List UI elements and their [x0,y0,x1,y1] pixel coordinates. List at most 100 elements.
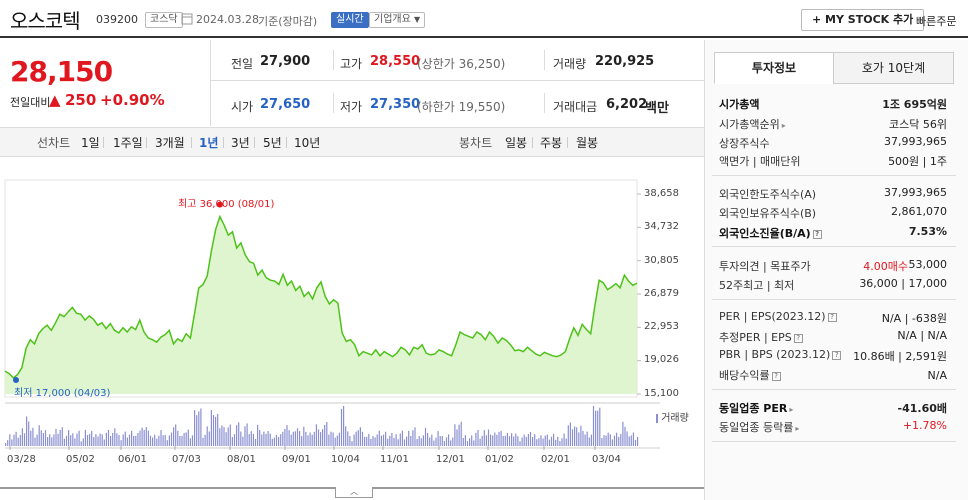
volume-bar [204,434,206,446]
collapse-chevron-icon[interactable]: ︿ [335,487,373,498]
volume-bar [546,434,548,446]
volume-bar [44,430,47,446]
industry-change-value: +1.78% [902,419,947,432]
tab-5y[interactable]: 5년 [263,136,282,150]
price-area [5,216,637,394]
volume-bar [372,436,374,446]
tab-monthly[interactable]: 월봉 [576,136,599,150]
volume-bar [632,432,634,446]
volume-bar [15,431,17,446]
volume-bar [634,439,637,446]
volume-bar [139,430,141,446]
volume-bar [181,435,183,446]
tab-orderbook[interactable]: 호가 10단계 [833,52,954,84]
help-icon[interactable]: ? [771,371,781,381]
help-icon[interactable]: ? [832,350,842,360]
open-value: 27,650 [260,97,311,112]
volume-bar [101,434,103,446]
low-label: 저가 [340,100,363,114]
divider [333,50,334,70]
tab-1d[interactable]: 1일 [81,136,100,150]
foreign-limit-label: 외국인한도주식수(A) [719,188,817,201]
x-tick-label: 09/01 [282,454,311,465]
volume-bar [105,432,107,446]
volume-bar [504,435,506,446]
divider [544,50,545,70]
volume-bar [345,426,347,446]
volume-bar [433,440,435,446]
foreign-holdings-label: 외국인보유주식수(B) [719,207,817,220]
target-price-value: 53,000 [908,258,948,271]
volume-bar [595,410,597,446]
volume-bar [592,406,595,446]
volume-bar [57,433,59,446]
volume-bar [126,437,128,446]
volume-bar [332,432,334,446]
industry-change-label[interactable]: 동일업종 등락률 ▸ [719,419,799,435]
tab-1w[interactable]: 1주일 [113,136,143,150]
volume-bar [418,436,420,446]
y-tick-label: 15,100 [644,388,679,399]
volume-bar [55,428,57,446]
volume-bar [571,429,574,446]
market-cap-rank-label[interactable]: 시가총액순위 ▸ [719,116,786,132]
volume-bar [441,436,443,446]
volume-bar [326,422,328,446]
volume-bar [198,411,200,446]
volume-bar [466,441,469,446]
volume-bar [231,437,233,446]
volume-bar [607,432,609,446]
volume-bar [420,438,422,446]
price-chart[interactable] [0,160,704,500]
tab-3y[interactable]: 3년 [231,136,250,150]
tab-daily[interactable]: 일봉 [505,136,528,150]
industry-per-label[interactable]: 동일업종 PER ▸ [719,400,793,416]
volume-bar [477,429,479,446]
company-overview-dropdown[interactable]: 기업개요 ▼ [369,12,426,28]
par-value-value: 500원 | 1주 [888,155,947,168]
realtime-badge[interactable]: 실시간 [331,12,369,28]
volume-bar [611,439,613,446]
volume-bar [110,435,112,446]
volume-bar [448,434,450,446]
volume-bar [481,435,483,446]
volume-bar [217,413,219,446]
market-cap-value: 1조 695억원 [882,98,947,111]
pbr-bps-value: 10.86배 | 2,591원 [853,350,947,363]
volume-bar [17,437,19,446]
volume-bar [563,433,565,446]
volume-bar [273,437,275,446]
volume-bar [576,427,578,446]
divider [146,137,147,148]
volume-bar [439,436,441,446]
volume-bar [630,435,632,446]
add-my-stock-button[interactable]: + MY STOCK 추가 [801,9,925,31]
quick-order-link[interactable]: 빠른주문 [916,15,957,28]
period-tab-bar [0,127,704,157]
volume-bar [359,427,361,446]
tab-invest-info[interactable]: 투자정보 [714,52,834,84]
volume-bar [107,429,110,446]
tab-10y[interactable]: 10년 [294,136,321,150]
volume-bar [513,436,515,446]
volume-bar [116,433,118,446]
listed-shares-value: 37,993,965 [884,135,947,148]
volume-bar [311,434,313,446]
help-icon[interactable]: ? [827,312,837,322]
volume-bar [437,431,439,446]
y-tick-label: 26,879 [644,288,679,299]
volume-bar [156,438,158,446]
tab-3m[interactable]: 3개월 [155,136,185,150]
volume-bar [599,407,601,446]
tab-weekly[interactable]: 주봉 [540,136,563,150]
volume-bar [86,435,89,446]
foreign-limit-value: 37,993,965 [884,186,947,199]
volume-bar [30,430,32,446]
help-icon[interactable]: ? [793,333,803,343]
tab-1y[interactable]: 1년 [199,136,219,150]
help-icon[interactable]: ? [812,229,822,239]
pbr-bps-text: PBR | BPS (2023.12) [719,348,831,361]
volume-bar [368,433,370,446]
volume-bar [569,422,571,446]
volume-bar [521,437,523,446]
